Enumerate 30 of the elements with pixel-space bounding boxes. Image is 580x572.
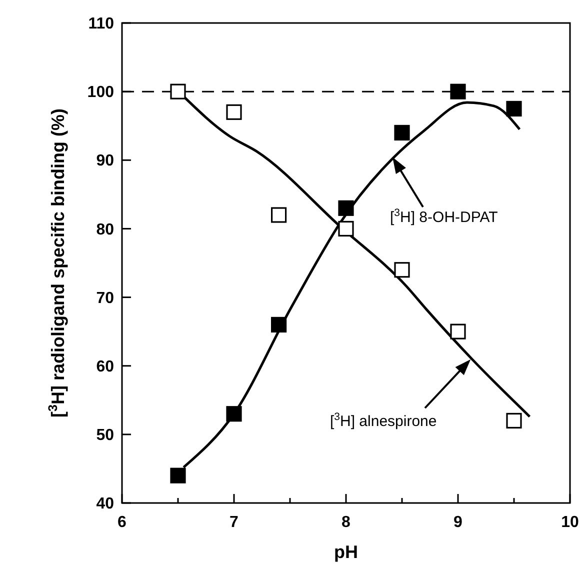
point — [506, 100, 522, 117]
x-tick-label: 6 — [118, 514, 127, 531]
y-tick-label: 50 — [96, 427, 114, 444]
point — [338, 200, 354, 216]
x-tick-label: 9 — [454, 514, 463, 531]
point — [394, 124, 410, 141]
x-axis-title: pH — [334, 542, 358, 562]
x-tick-label: 10 — [561, 514, 579, 531]
y-tick-label: 100 — [87, 84, 114, 102]
point — [338, 220, 354, 237]
point — [170, 468, 186, 484]
y-tick-label: 40 — [96, 496, 114, 513]
y-tick-label: 60 — [96, 358, 114, 376]
point — [450, 84, 466, 100]
point — [506, 412, 522, 429]
x-tick-label: 7 — [230, 514, 239, 531]
y-tick-label: 90 — [96, 152, 114, 170]
y-tick-label: 110 — [88, 16, 114, 33]
point — [450, 324, 466, 340]
annotation: [$^{3}$H] alnespirone — [330, 411, 437, 430]
x-tick-label: 8 — [342, 514, 351, 531]
y-tick-label: 80 — [96, 221, 114, 238]
annotation: [$^{3}$H] 8-OH-DPAT — [390, 207, 498, 226]
point — [170, 84, 186, 100]
point — [271, 316, 287, 333]
y-tick-label: 70 — [96, 290, 114, 307]
point — [271, 207, 287, 223]
point — [394, 262, 410, 278]
point — [226, 104, 242, 120]
point — [226, 406, 242, 422]
